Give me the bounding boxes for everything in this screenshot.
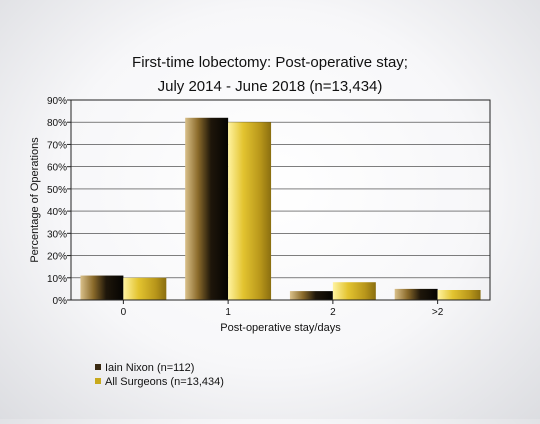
chart-subtitle: July 2014 - June 2018 (n=13,434): [158, 78, 383, 95]
y-tick-label: 70%: [47, 140, 67, 151]
y-tick-label: 50%: [47, 185, 67, 196]
y-tick-label: 10%: [47, 274, 67, 285]
x-tick-label: 1: [225, 307, 231, 318]
legend: Iain Nixon (n=112) All Surgeons (n=13,434…: [95, 362, 224, 388]
y-tick-label: 20%: [47, 252, 67, 263]
bar-all-0: [123, 277, 167, 300]
legend-label: All Surgeons (n=13,434): [105, 376, 224, 388]
x-tick-label: 0: [121, 307, 127, 318]
y-tick-label: 90%: [47, 96, 67, 107]
y-tick-label: 40%: [47, 207, 67, 218]
chart-title: First-time lobectomy: Post-operative sta…: [132, 54, 408, 71]
bar-surgeon-3: [394, 288, 438, 300]
x-axis-label: Post-operative stay/days: [220, 322, 341, 334]
bars: [80, 117, 481, 301]
y-tick-label: 0%: [53, 296, 68, 307]
bar-surgeon-2: [289, 291, 333, 300]
legend-swatch: [95, 378, 101, 384]
plot-frame: [70, 99, 491, 301]
bar-surgeon-0: [80, 275, 124, 300]
legend-swatch: [95, 364, 101, 370]
y-tick-label: 80%: [47, 118, 67, 129]
bar-all-1: [228, 122, 272, 300]
bar-all-2: [332, 282, 376, 300]
bar-surgeon-1: [185, 117, 229, 301]
x-tick-label: >2: [432, 307, 444, 318]
bar-all-3: [437, 290, 481, 300]
legend-label: Iain Nixon (n=112): [105, 362, 194, 374]
x-axis-ticks: 0 1 2 >2: [121, 300, 444, 318]
gridlines: [71, 121, 490, 279]
y-axis-ticks: 0% 10% 20% 30% 40% 50% 60% 70% 80% 90%: [47, 96, 71, 307]
y-tick-label: 60%: [47, 163, 67, 174]
y-tick-label: 30%: [47, 229, 67, 240]
y-axis-label: Percentage of Operations: [29, 137, 41, 263]
x-tick-label: 2: [330, 307, 336, 318]
